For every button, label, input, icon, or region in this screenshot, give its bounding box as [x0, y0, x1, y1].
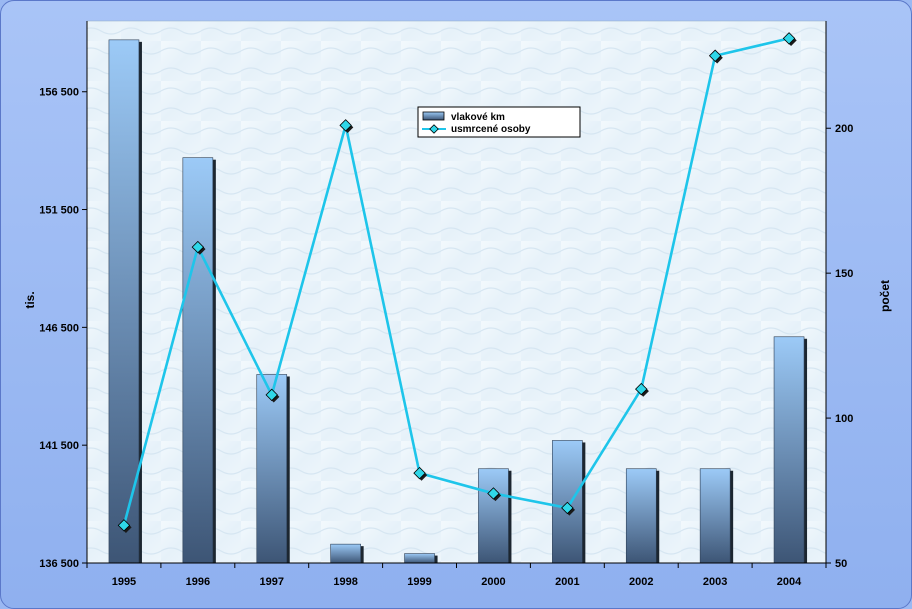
- y-axis-label: tis.: [23, 291, 37, 308]
- legend-line-label: usmrcené osoby: [451, 124, 531, 135]
- line-marker: [782, 32, 796, 45]
- y-tick-label: 136 500: [39, 558, 79, 570]
- line-marker: [265, 388, 278, 402]
- y2-tick-label: 50: [835, 558, 847, 570]
- x-tick-label: 2002: [629, 576, 653, 588]
- x-tick-label: 1999: [407, 576, 431, 588]
- bar: [625, 468, 657, 564]
- y-tick-label: 156 500: [39, 87, 79, 99]
- y2-tick-label: 100: [835, 413, 853, 425]
- legend-bar-swatch: [422, 111, 445, 121]
- line-marker: [339, 119, 352, 132]
- line-marker: [117, 519, 131, 532]
- x-tick-label: 2001: [555, 576, 579, 588]
- bar: [330, 543, 361, 564]
- bar-series: [108, 39, 808, 564]
- y2-axis-label: počet: [878, 280, 892, 312]
- line-series: [117, 32, 797, 533]
- bar: [404, 553, 435, 564]
- line-marker: [561, 501, 574, 515]
- bar: [699, 468, 731, 564]
- axes: 136 500 141 500 146 500 151 500 156 500 50 100…: [39, 21, 853, 588]
- bar: [182, 157, 214, 564]
- x-tick-label: 1996: [186, 576, 210, 588]
- x-tick-label: 1995: [112, 576, 136, 588]
- x-tick-label: 2004: [777, 576, 802, 588]
- legend-bar-label: vlakové km: [451, 112, 505, 123]
- x-tick-label: 2000: [481, 576, 505, 588]
- x-tick-label: 2003: [703, 576, 727, 588]
- x-tick-label: 1997: [260, 576, 284, 588]
- line-marker: [191, 240, 205, 254]
- line-marker: [413, 466, 426, 480]
- line-marker: [635, 382, 648, 396]
- y-tick-label: 151 500: [39, 205, 79, 217]
- legend-box: [417, 106, 581, 138]
- legend-line-marker: [429, 124, 439, 134]
- line-path: [122, 37, 790, 526]
- bar: [256, 374, 288, 564]
- x-tick-label: 1998: [333, 576, 357, 588]
- line-marker: [708, 49, 722, 63]
- y-tick-label: 146 500: [39, 322, 79, 334]
- legend: vlakové km usmrcené osoby: [417, 106, 581, 138]
- bar: [478, 468, 509, 564]
- y-tick-label: 141 500: [39, 440, 79, 452]
- y2-tick-label: 150: [835, 268, 853, 280]
- line-marker: [487, 487, 500, 500]
- bar: [773, 336, 805, 564]
- y2-tick-label: 200: [835, 123, 853, 135]
- bar: [108, 39, 140, 564]
